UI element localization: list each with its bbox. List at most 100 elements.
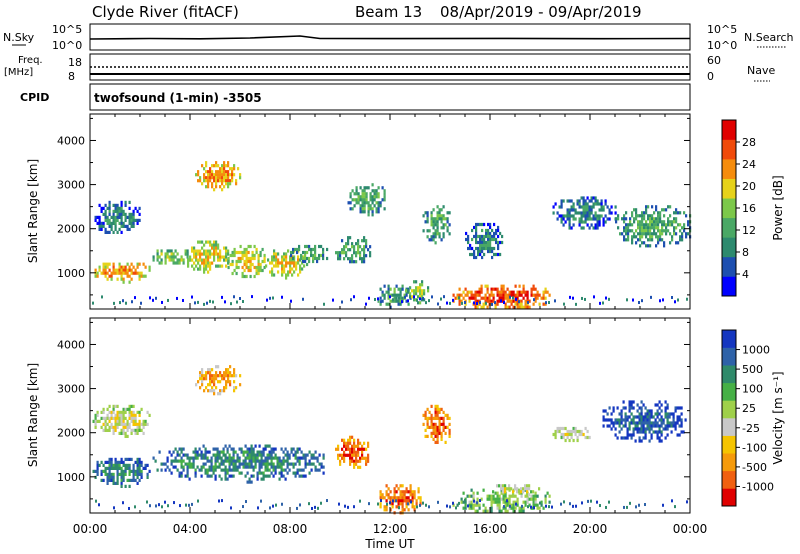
- echo-cell: [594, 211, 597, 215]
- echo-cell: [658, 436, 661, 440]
- echo-cell: [110, 466, 113, 470]
- echo-cell: [499, 231, 502, 236]
- echo-cell: [247, 250, 250, 255]
- echo-cell: [345, 245, 348, 249]
- echo-cell: [106, 218, 109, 222]
- echo-cell: [118, 460, 121, 464]
- echo-cell: [548, 300, 550, 304]
- echo-cell: [128, 416, 131, 420]
- echo-cell: [489, 237, 492, 242]
- echo-cell: [357, 248, 360, 252]
- echo-cell: [347, 257, 350, 261]
- echo-cell: [214, 453, 217, 457]
- echo-cell: [481, 249, 484, 254]
- echo-cell: [616, 406, 619, 410]
- echo-cell: [110, 463, 113, 467]
- echo-cell: [142, 431, 145, 435]
- echo-cell: [409, 487, 412, 491]
- echo-cell: [349, 438, 352, 442]
- echo-cell: [213, 176, 216, 180]
- echo-cell: [516, 293, 519, 297]
- echo-cell: [102, 271, 105, 275]
- echo-cell: [639, 214, 642, 218]
- echo-cell: [345, 251, 348, 255]
- echo-cell: [641, 299, 643, 303]
- echo-cell: [190, 465, 193, 469]
- echo-cell: [570, 432, 573, 437]
- echo-cell: [119, 301, 121, 305]
- echo-cell: [639, 229, 642, 233]
- echo-cell: [638, 301, 640, 305]
- echo-cell: [230, 468, 233, 472]
- echo-cell: [506, 299, 509, 303]
- echo-cell: [605, 296, 607, 300]
- echo-cell: [357, 251, 360, 255]
- echo-cell: [409, 295, 412, 299]
- echo-cell: [381, 299, 384, 303]
- echo-cell: [122, 265, 125, 269]
- echo-cell: [296, 456, 299, 460]
- echo-cell: [685, 235, 688, 239]
- echo-cell: [228, 453, 231, 457]
- echo-cell: [172, 258, 175, 262]
- station-title: Clyde River (fitACF): [92, 3, 239, 21]
- echo-cell: [628, 424, 631, 428]
- echo-cell: [544, 290, 547, 294]
- echo-cell: [221, 176, 224, 180]
- echo-cell: [285, 258, 288, 262]
- echo-cell: [227, 252, 230, 256]
- echo-cell: [644, 406, 647, 410]
- echo-cell: [476, 509, 479, 513]
- echo-cell: [646, 412, 649, 416]
- echo-cell: [586, 202, 589, 206]
- echo-cell: [359, 447, 362, 451]
- echo-cell: [668, 421, 671, 425]
- echo-cell: [144, 463, 147, 467]
- echo-cell: [667, 205, 670, 209]
- echo-cell: [616, 421, 619, 425]
- echo-cell: [201, 368, 204, 372]
- echo-cell: [193, 246, 196, 250]
- echo-cell: [197, 258, 200, 262]
- echo-cell: [403, 493, 406, 497]
- echo-cell: [399, 493, 402, 497]
- echo-cell: [598, 208, 601, 212]
- echo-cell: [651, 205, 654, 209]
- echo-cell: [237, 259, 240, 264]
- echo-cell: [265, 264, 268, 268]
- echo-cell: [138, 428, 141, 432]
- echo-cell: [290, 253, 293, 258]
- echo-cell: [102, 262, 105, 266]
- echo-cell: [587, 499, 589, 503]
- echo-cell: [363, 195, 366, 199]
- echo-cell: [430, 425, 433, 429]
- echo-cell: [205, 252, 208, 256]
- echo-cell: [442, 223, 445, 227]
- echo-cell: [104, 203, 107, 207]
- echo-cell: [217, 170, 220, 174]
- echo-cell: [393, 290, 396, 294]
- echo-cell: [126, 271, 129, 275]
- echo-cell: [676, 415, 679, 419]
- echo-cell: [231, 176, 234, 180]
- echo-cell: [118, 431, 121, 435]
- echo-cell: [602, 409, 605, 413]
- echo-cell: [238, 465, 241, 469]
- echo-cell: [212, 465, 215, 469]
- echo-cell: [300, 456, 303, 460]
- echo-cell: [534, 491, 537, 495]
- echo-cell: [124, 212, 127, 216]
- echo-cell: [240, 471, 243, 475]
- echo-cell: [629, 217, 632, 221]
- echo-cell: [481, 222, 484, 227]
- echo-cell: [422, 422, 425, 426]
- echo-cell: [132, 413, 135, 417]
- echo-cell: [206, 468, 209, 472]
- echo-cell: [187, 264, 190, 268]
- echo-cell: [496, 494, 499, 498]
- echo-cell: [657, 238, 660, 242]
- echo-cell: [624, 436, 627, 440]
- echo-cell: [284, 447, 287, 451]
- colorbar-cell: [722, 237, 736, 258]
- echo-cell: [560, 502, 562, 506]
